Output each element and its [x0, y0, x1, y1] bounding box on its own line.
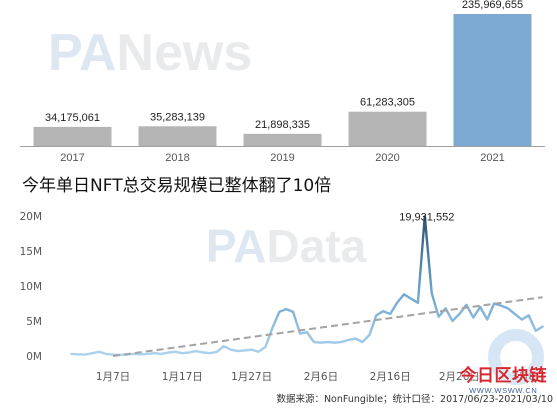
x-tick-label: 2019 [270, 152, 294, 164]
x-tick-label: 2021 [480, 152, 504, 164]
padata-watermark-prefix: PA [206, 220, 267, 272]
site-watermark: 今日区块链 WWW.WSWW.CN [460, 366, 548, 395]
panews-watermark-suffix: News [116, 24, 252, 82]
padata-watermark: PAData [206, 220, 367, 272]
x-tick-label: 2018 [165, 152, 189, 164]
trend-line [112, 296, 543, 357]
panews-watermark: PANews [48, 24, 252, 82]
site-watermark-url: WWW.WSWW.CN [469, 386, 538, 395]
bar-2021 [453, 14, 532, 146]
y-tick-label: 20M [20, 211, 42, 223]
bar-value-label: 61,283,305 [360, 97, 415, 109]
bar-chart: 34,175,061 2017 35,283,139 2018 21,898,335 20… [20, 0, 545, 164]
x-tick-label: 1月17日 [162, 371, 203, 383]
bar-value-label: 21,898,335 [255, 119, 310, 131]
bar-2017 [33, 126, 112, 146]
bar-2019 [243, 133, 322, 146]
x-tick-label: 2020 [375, 152, 399, 164]
site-watermark-logo: 今日区块链 [459, 366, 547, 386]
x-tick-label: 2月16日 [370, 371, 411, 383]
padata-watermark-suffix: Data [267, 220, 367, 272]
y-tick-label: 10M [20, 281, 42, 293]
bar-value-label: 235,969,655 [462, 0, 523, 11]
y-tick-label: 15M [20, 246, 42, 258]
bar-value-label: 35,283,139 [150, 111, 205, 123]
bar-2020 [348, 111, 427, 146]
x-tick-label: 1月7日 [96, 371, 130, 383]
x-tick-label: 2017 [60, 152, 84, 164]
x-tick-label: 2月26日 [439, 371, 480, 383]
peak-value-annotation: 19,931,552 [399, 212, 454, 224]
y-tick-label: 5M [26, 316, 42, 328]
x-tick-label: 3月8日 [512, 371, 546, 383]
line-chart: 0M 5M 10M 15M 20M 1月7日 1月17日 1月27日 2月6日 2月16日 2月26… [20, 211, 546, 383]
padata-logo-ring [488, 329, 544, 385]
chart-title: 今年单日NFT总交易规模已整体翻了10倍 [22, 176, 332, 196]
panews-watermark-prefix: PA [48, 24, 116, 82]
data-source-note: 数据来源：NonFungible；统计口径：2017/06/23-2021/03… [276, 394, 553, 405]
x-tick-label: 1月27日 [231, 371, 272, 383]
bar-value-label: 34,175,061 [45, 112, 100, 124]
bar-2018 [138, 126, 217, 146]
x-tick-label: 2月6日 [304, 371, 338, 383]
y-tick-label: 0M [26, 351, 42, 363]
